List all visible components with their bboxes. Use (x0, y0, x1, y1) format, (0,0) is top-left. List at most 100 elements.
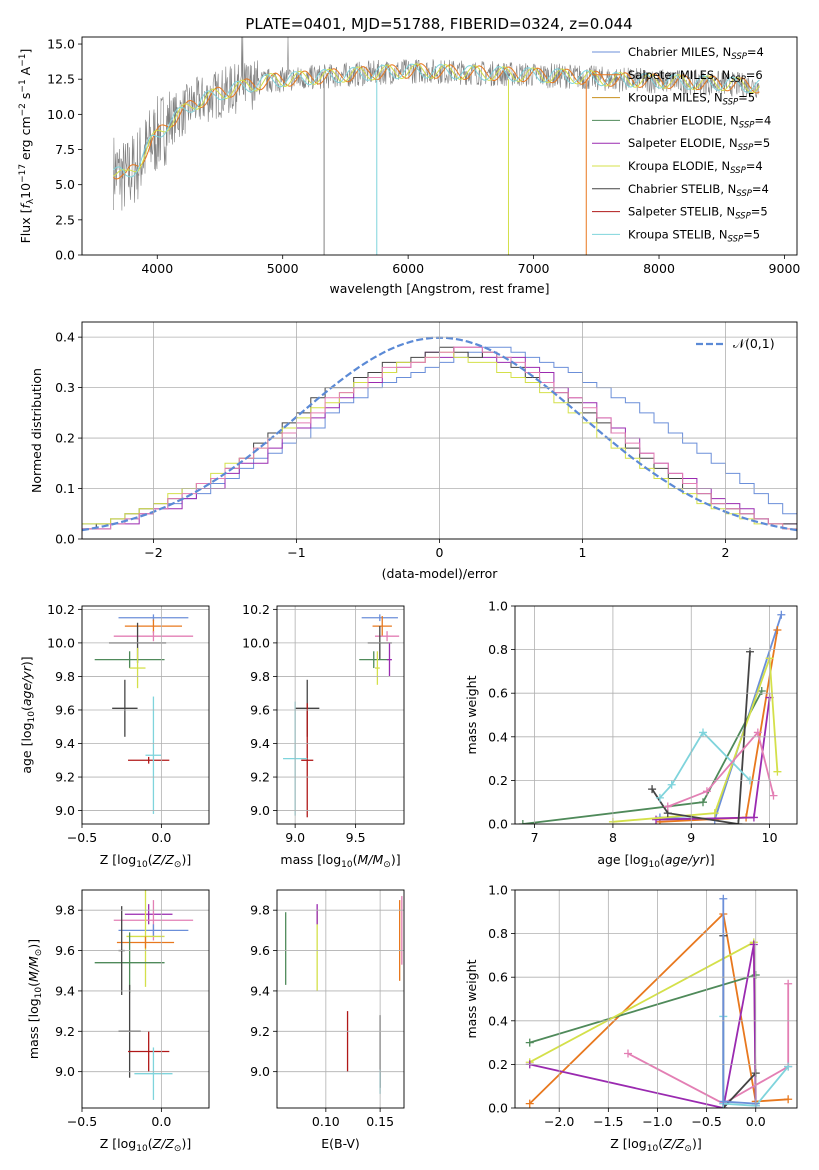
y-tick-label: 10.0 (47, 107, 75, 122)
y-tick-label: 10.0 (242, 635, 270, 650)
y-tick-label: 0.2 (488, 773, 508, 788)
x-tick-label: 0.0 (151, 1114, 171, 1129)
y-tick-label: 0.4 (55, 330, 75, 345)
legend-label: Kroupa STELIB, NSSP=5 (628, 227, 760, 244)
y-tick-label: 1.0 (488, 883, 508, 898)
label-part: ⊙ (174, 860, 182, 870)
panel-age-vs-mass: 9.0 9.5 9.0 9.2 9.4 9.6 9.8 10.0 10.2 mass [log10… (242, 602, 405, 870)
axes-frame (81, 889, 210, 1109)
model-kroupa_elodie (113, 63, 760, 177)
legend-suffix: =4 (754, 113, 771, 127)
label-part: 10 (18, 183, 33, 199)
plot-area (94, 614, 194, 814)
y-tick-label: 9.2 (55, 1024, 75, 1039)
label-part: −17 (18, 164, 28, 183)
y-tick-label: 0.4 (488, 1013, 508, 1028)
errorbar-point (301, 703, 314, 818)
x-tick-label: 0.15 (366, 1114, 394, 1129)
label-part: ( (658, 1136, 663, 1151)
legend-label: Kroupa MILES, NSSP=5 (628, 91, 755, 108)
weight-series (525, 938, 760, 1108)
legend-sub: SSP (738, 143, 754, 153)
x-tick-label: 8 (609, 830, 617, 845)
label-part: −1 (18, 79, 28, 92)
weight-marker (699, 728, 707, 737)
weight-line (529, 912, 789, 1105)
legend-sub: SSP (736, 189, 752, 199)
plot-area (113, 37, 760, 255)
plot-area (518, 610, 786, 824)
weight-marker (746, 647, 754, 656)
weight-marker (749, 813, 758, 822)
x-tick-label: 8000 (643, 261, 675, 276)
x-axis-label: mass [log10(M/M⊙)] (280, 852, 400, 870)
weight-marker (652, 815, 660, 824)
y-tick-label: 0.0 (55, 532, 75, 547)
label-part: Z/Z (152, 852, 175, 867)
weight-marker (757, 687, 766, 696)
weight-series (525, 940, 760, 1108)
plot-area (285, 896, 403, 1094)
label-part: 10 (136, 860, 148, 870)
label-part: )] (181, 852, 191, 867)
label-part: age [log (597, 852, 648, 867)
weight-marker (655, 793, 664, 802)
errorbar-point (128, 1031, 170, 1072)
y-tick-label: 9.4 (55, 736, 75, 751)
legend-prefix: Salpeter ELODIE, N (628, 136, 738, 150)
legend-suffix: =4 (752, 182, 769, 196)
y-tick-label: 0.0 (55, 248, 75, 263)
weight-marker (667, 780, 676, 789)
model-kroupa_stelib (113, 63, 760, 178)
weight-marker (749, 940, 758, 949)
label-part: Z [log (610, 1136, 646, 1151)
legend-label: Chabrier STELIB, NSSP=4 (628, 182, 769, 199)
weight-series (655, 728, 754, 802)
label-part: 10 (649, 860, 661, 870)
label-part: Z [log (100, 852, 136, 867)
legend-suffix: =6 (746, 68, 763, 82)
y-tick-label: 10.0 (47, 635, 75, 650)
legend-sub: SSP (731, 52, 747, 62)
x-tick-label: 10 (762, 830, 778, 845)
label-part: 10 (341, 860, 353, 870)
label-part: )] (181, 1136, 191, 1151)
label-part: λ (26, 198, 36, 204)
label-part: ⊙ (34, 949, 44, 957)
x-axis-label: (data-model)/error (382, 566, 499, 581)
legend: 𝒩(0,1) (696, 336, 775, 351)
x-tick-label: 9.0 (285, 830, 305, 845)
legend-prefix: Chabrier MILES, N (628, 45, 731, 59)
axes-frame (81, 321, 798, 540)
y-axis-label: Flux [fλ10−17 erg cm−2 s−1 A−1] (18, 49, 36, 244)
legend-suffix: =5 (751, 205, 768, 219)
label-part: mass [log (280, 852, 341, 867)
figure-title: PLATE=0401, MJD=51788, FIBERID=0324, z=0… (245, 15, 632, 33)
label-part: ( (26, 982, 41, 987)
x-tick-label: −0.5 (67, 830, 97, 845)
y-tick-label: 5.0 (55, 177, 75, 192)
legend-sub: SSP (730, 166, 746, 176)
y-tick-label: 2.5 (55, 212, 75, 227)
x-tick-label: 2 (722, 545, 730, 560)
label-part: Z/Z (152, 1136, 175, 1151)
y-tick-label: 9.6 (55, 943, 75, 958)
y-tick-label: 9.8 (250, 669, 270, 684)
errorbar-point (134, 1047, 173, 1100)
weight-marker (769, 791, 778, 800)
y-tick-label: 12.5 (47, 72, 75, 87)
weight-line (659, 730, 751, 799)
x-tick-label: 9.5 (346, 830, 366, 845)
y-tick-label: 9.4 (250, 736, 270, 751)
weight-marker (719, 894, 728, 903)
label-part: 10 (34, 987, 44, 999)
label-part: M/M (26, 956, 41, 982)
legend-prefix: Chabrier STELIB, N (628, 182, 736, 196)
axes-frame (514, 605, 798, 825)
weight-line (627, 983, 790, 1105)
y-tick-label: 0.2 (488, 1057, 508, 1072)
weight-marker (773, 625, 782, 634)
weight-line (529, 944, 757, 1108)
